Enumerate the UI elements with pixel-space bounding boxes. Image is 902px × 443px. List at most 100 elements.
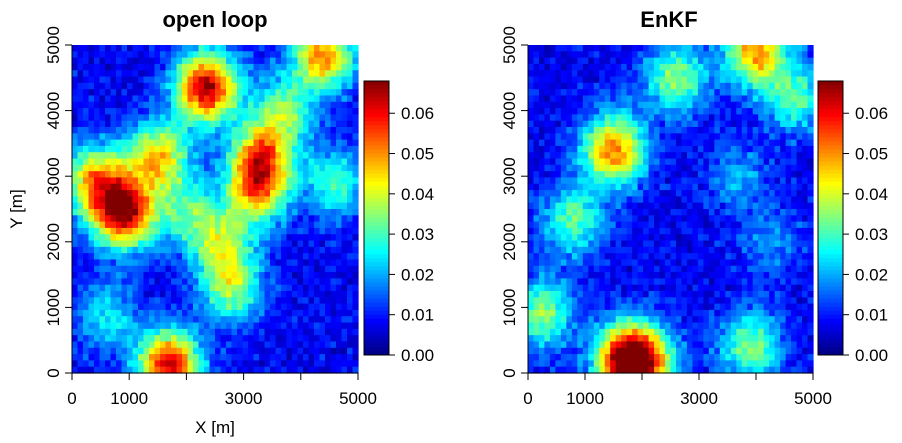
heatmap-cell xyxy=(132,259,139,267)
heatmap-cell xyxy=(730,196,737,204)
heatmap-cell xyxy=(528,145,535,153)
heatmap-cell xyxy=(747,45,754,52)
heatmap-cell xyxy=(637,133,644,141)
heatmap-cell xyxy=(692,145,699,153)
heatmap-cell xyxy=(149,63,156,71)
heatmap-cell xyxy=(149,145,156,153)
heatmap-cell xyxy=(182,291,189,298)
heatmap-cell xyxy=(796,70,803,78)
heatmap-cell xyxy=(637,164,644,172)
heatmap-cell xyxy=(99,89,106,97)
colorbar-swatch xyxy=(364,185,389,191)
heatmap-cell xyxy=(149,354,156,361)
heatmap-cell xyxy=(528,70,535,78)
heatmap-cell xyxy=(314,328,321,336)
heatmap-cell xyxy=(105,183,112,191)
heatmap-cell xyxy=(330,297,337,305)
heatmap-cell xyxy=(171,265,178,273)
heatmap-cell xyxy=(314,139,321,147)
heatmap-cell xyxy=(807,158,814,166)
heatmap-cell xyxy=(88,164,95,172)
heatmap-cell xyxy=(741,303,748,311)
heatmap-cell xyxy=(270,246,277,254)
heatmap-cell xyxy=(637,101,644,109)
heatmap-cell xyxy=(253,322,260,330)
heatmap-cell xyxy=(741,101,748,109)
heatmap-cell xyxy=(741,108,748,115)
heatmap-cell xyxy=(802,227,809,235)
heatmap-cell xyxy=(121,51,128,59)
heatmap-cell xyxy=(303,360,310,368)
heatmap-cell xyxy=(774,158,781,166)
heatmap-cell xyxy=(187,89,194,97)
heatmap-cell xyxy=(281,360,288,368)
heatmap-cell xyxy=(604,291,611,298)
heatmap-cell xyxy=(747,253,754,261)
heatmap-cell xyxy=(736,45,743,52)
heatmap-cell xyxy=(187,127,194,134)
heatmap-cell xyxy=(341,253,348,261)
heatmap-cell xyxy=(555,190,562,197)
heatmap-cell xyxy=(654,95,661,103)
heatmap-cell xyxy=(132,152,139,160)
heatmap-cell xyxy=(621,227,628,235)
heatmap-cell xyxy=(88,347,95,355)
heatmap-cell xyxy=(626,158,633,166)
heatmap-cell xyxy=(681,145,688,153)
heatmap-cell xyxy=(758,133,765,141)
heatmap-cell xyxy=(599,272,606,279)
heatmap-cell xyxy=(154,328,161,336)
heatmap-cell xyxy=(242,108,249,115)
heatmap-cell xyxy=(549,76,556,84)
heatmap-cell xyxy=(204,265,211,273)
heatmap-cell xyxy=(286,45,293,52)
heatmap-cell xyxy=(796,51,803,59)
heatmap-cell xyxy=(94,259,101,267)
heatmap-cell xyxy=(659,177,666,185)
heatmap-cell xyxy=(648,51,655,59)
heatmap-cell xyxy=(752,227,759,235)
heatmap-cell xyxy=(297,366,304,374)
heatmap-cell xyxy=(72,152,79,160)
heatmap-cell xyxy=(752,76,759,84)
heatmap-cell xyxy=(571,190,578,197)
heatmap-cell xyxy=(780,133,787,141)
heatmap-cell xyxy=(544,127,551,134)
heatmap-cell xyxy=(763,145,770,153)
heatmap-cell xyxy=(648,45,655,52)
heatmap-cell xyxy=(127,291,134,298)
heatmap-cell xyxy=(643,291,650,298)
heatmap-cell xyxy=(763,240,770,248)
heatmap-cell xyxy=(637,108,644,115)
heatmap-cell xyxy=(780,145,787,153)
heatmap-cell xyxy=(209,354,216,361)
heatmap-cell xyxy=(171,341,178,349)
heatmap-cell xyxy=(121,227,128,235)
heatmap-cell xyxy=(785,57,792,65)
heatmap-cell xyxy=(204,221,211,229)
heatmap-cell xyxy=(264,303,271,311)
heatmap-cell xyxy=(116,284,123,292)
heatmap-cell xyxy=(292,303,299,311)
heatmap-cell xyxy=(116,89,123,97)
heatmap-cell xyxy=(303,101,310,109)
heatmap-cell xyxy=(708,246,715,254)
heatmap-cell xyxy=(154,101,161,109)
heatmap-cell xyxy=(281,347,288,355)
colorbar-swatch xyxy=(364,222,389,227)
heatmap-cell xyxy=(544,297,551,305)
heatmap-cell xyxy=(615,202,622,210)
heatmap-cell xyxy=(281,316,288,324)
heatmap-cell xyxy=(193,265,200,273)
heatmap-cell xyxy=(730,89,737,97)
heatmap-cell xyxy=(686,45,694,52)
heatmap-cell xyxy=(292,209,299,216)
heatmap-cell xyxy=(352,297,359,305)
heatmap-cell xyxy=(654,89,661,97)
heatmap-cell xyxy=(654,291,661,298)
heatmap-cell xyxy=(555,202,562,210)
heatmap-cell xyxy=(582,202,589,210)
heatmap-cell xyxy=(83,145,90,153)
heatmap-cell xyxy=(165,82,172,90)
heatmap-cell xyxy=(654,227,661,235)
